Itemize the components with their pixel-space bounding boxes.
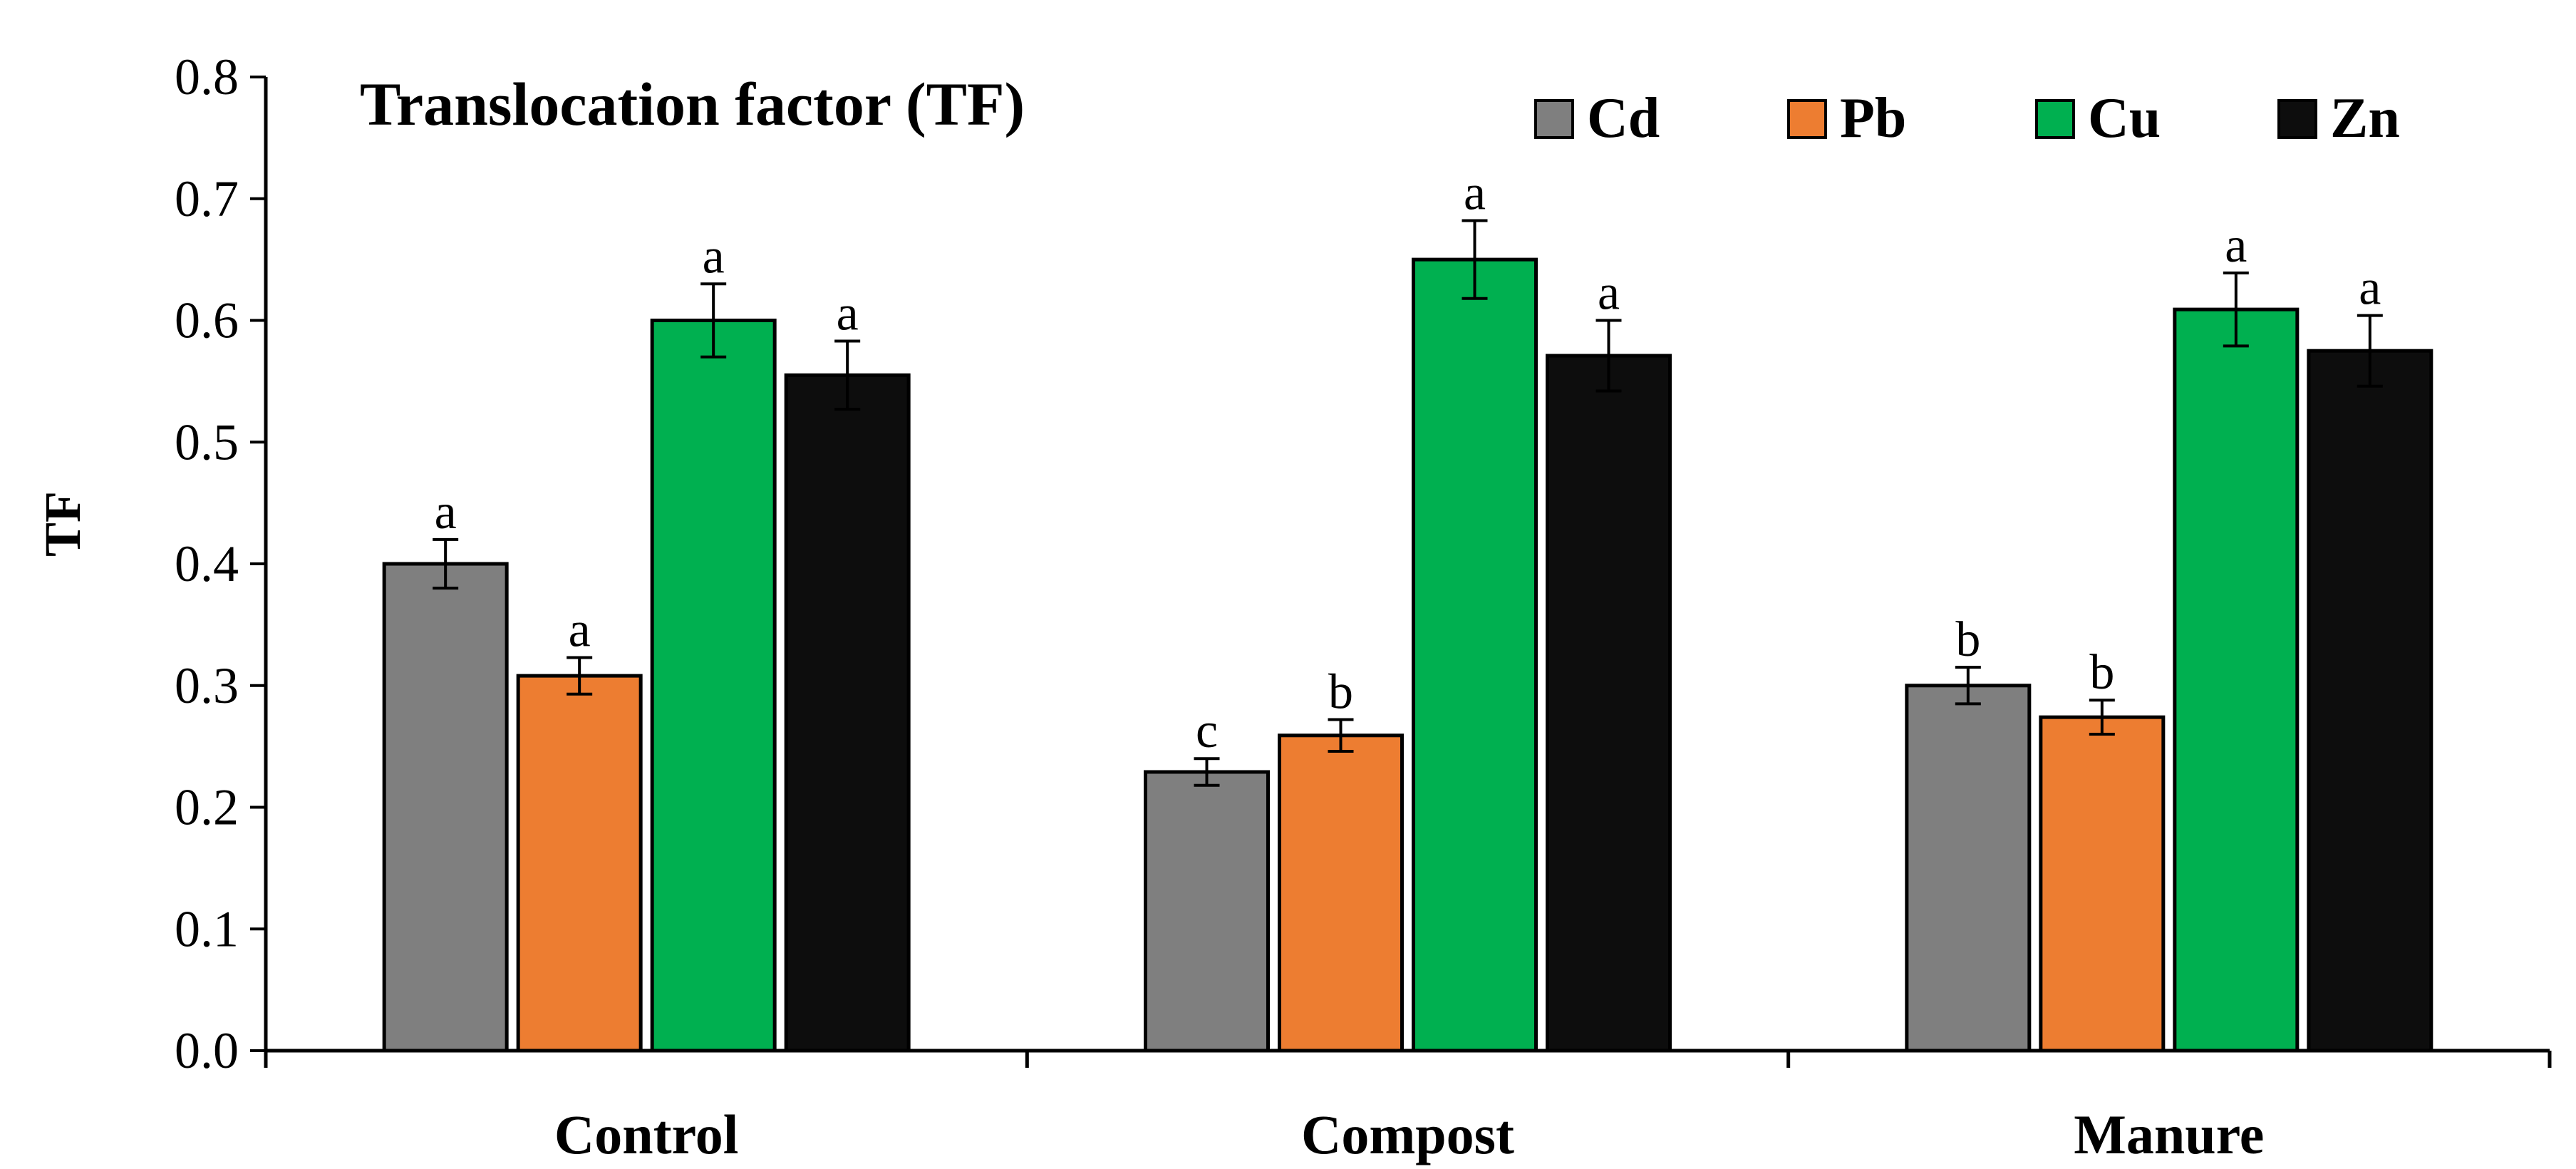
legend-swatch-pb [1787,99,1827,139]
significance-letter: c [1196,704,1218,758]
significance-letter: a [2359,261,2381,316]
bar-pb-compost [1278,733,1404,1053]
significance-letter: a [703,229,725,284]
legend-label-zn: Zn [2330,87,2400,150]
legend-label-cd: Cd [1587,87,1660,150]
significance-letter: b [1955,612,1980,667]
significance-letter: a [2225,218,2247,273]
legend-swatch-cd [1534,99,1574,139]
y-tick-label: 0.5 [175,413,239,470]
significance-letter: b [2089,645,2114,700]
bar-zn-manure [2307,349,2433,1053]
significance-letters-group: a a a a c b a a b b a a [435,165,2381,758]
legend-swatch-zn [2277,99,2317,139]
x-category-label: Manure [2074,1103,2264,1165]
y-tick-label: 0.6 [175,292,239,349]
legend-label-pb: Pb [1840,87,1906,150]
x-category-label: Control [554,1103,739,1165]
bar-cd-manure [1905,684,2032,1053]
y-axis-label: TF [34,491,91,557]
bar-pb-control [516,674,643,1053]
bar-pb-manure [2039,715,2166,1053]
y-tick-label: 0.8 [175,48,239,105]
chart-title: Translocation factor (TF) [360,70,1025,138]
bar-cu-manure [2173,307,2300,1053]
significance-letter: a [569,602,591,657]
axes-group [264,77,2552,1068]
y-tick-label: 0.2 [175,779,239,836]
legend-swatch-cu [2035,99,2075,139]
legend: Cd Pb Cu Zn [1534,87,2400,150]
bar-zn-control [784,373,911,1053]
y-axis-ticks: 0.0 0.1 0.2 0.3 0.4 0.5 0.6 0.7 0.8 [175,48,266,1079]
bar-cu-compost [1412,257,1538,1053]
x-category-label: Compost [1301,1103,1514,1165]
y-tick-label: 0.1 [175,900,239,957]
bar-cd-control [382,562,509,1053]
legend-label-cu: Cu [2088,87,2161,150]
significance-letter: a [837,287,859,341]
error-bars-group [433,219,2383,787]
significance-letter: b [1328,665,1353,720]
significance-letter: a [1464,165,1486,220]
bar-zn-compost [1546,354,1672,1053]
y-tick-label: 0.7 [175,170,239,227]
x-axis-labels: Control Compost Manure [554,1103,2265,1165]
significance-letter: a [435,485,457,540]
y-tick-label: 0.3 [175,657,239,714]
bar-cd-compost [1144,770,1270,1053]
y-tick-label: 0.0 [175,1022,239,1079]
bars-group [382,257,2433,1053]
significance-letter: a [1598,266,1620,321]
bar-cu-control [650,319,777,1053]
y-tick-label: 0.4 [175,535,239,592]
